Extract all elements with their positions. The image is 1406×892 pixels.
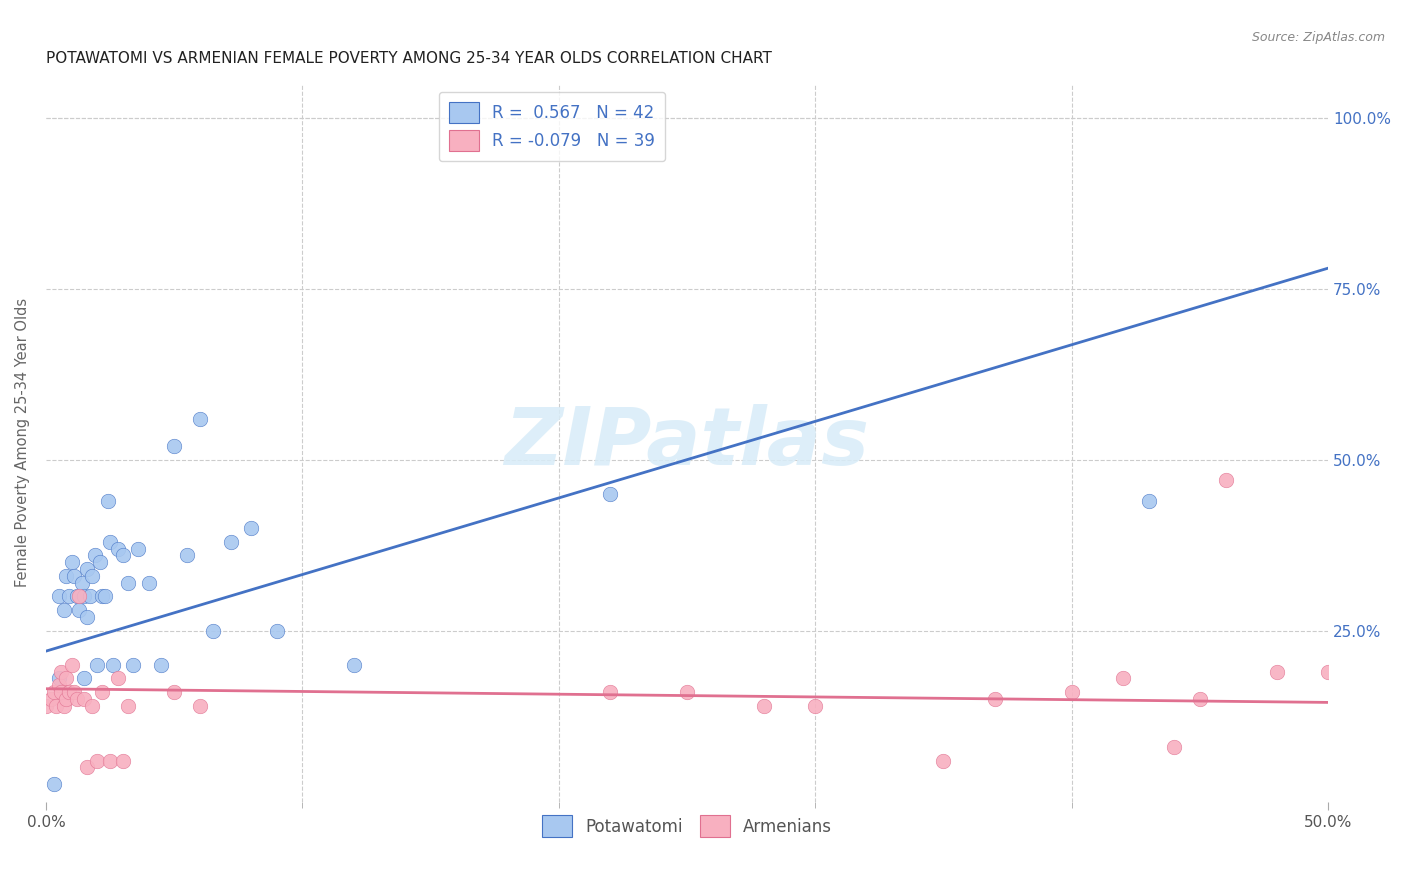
Point (67, 603, 90, 617)
Point (52, 698, 75, 713)
Point (163, 439, 186, 453)
Point (76, 610, 98, 624)
Point (101, 657, 124, 672)
Point (60, 657, 83, 672)
Point (67, 590, 90, 604)
Point (51, 665, 73, 679)
Point (48, 672, 70, 686)
Point (91, 685, 114, 699)
Point (932, 754, 955, 768)
Point (676, 685, 699, 699)
Point (48, 678, 70, 692)
Point (1137, 493, 1160, 508)
Text: POTAWATOMI VS ARMENIAN FEMALE POVERTY AMONG 25-34 YEAR OLDS CORRELATION CHART: POTAWATOMI VS ARMENIAN FEMALE POVERTY AM… (46, 51, 772, 66)
Point (1188, 692, 1211, 706)
Point (58, 685, 80, 699)
Point (42, 685, 65, 699)
Text: ZIPatlas: ZIPatlas (505, 403, 869, 482)
Point (138, 575, 160, 590)
Point (45, 698, 67, 713)
Point (70, 575, 93, 590)
Point (150, 657, 173, 672)
Point (98, 754, 121, 768)
Point (86, 754, 108, 768)
Point (55, 692, 77, 706)
Point (94, 590, 117, 604)
Point (76, 562, 98, 576)
Point (111, 754, 134, 768)
Point (52, 603, 75, 617)
Point (117, 698, 139, 713)
Point (63, 569, 86, 583)
Point (201, 624, 224, 638)
Point (89, 555, 111, 569)
Point (107, 672, 129, 686)
Point (63, 685, 86, 699)
Point (35, 698, 58, 713)
Point (39, 692, 62, 706)
Point (1112, 672, 1135, 686)
Point (599, 487, 621, 501)
Point (343, 657, 366, 672)
Point (163, 685, 186, 699)
Point (240, 521, 263, 535)
Point (107, 541, 129, 556)
Point (79, 590, 101, 604)
Point (96, 493, 118, 508)
Y-axis label: Female Poverty Among 25-34 Year Olds: Female Poverty Among 25-34 Year Olds (15, 298, 30, 587)
Point (82, 698, 104, 713)
Point (117, 575, 139, 590)
Point (111, 549, 134, 563)
Point (42, 777, 65, 791)
Point (73, 672, 96, 686)
Point (1265, 665, 1288, 679)
Point (55, 569, 77, 583)
Point (176, 549, 198, 563)
Text: Source: ZipAtlas.com: Source: ZipAtlas.com (1251, 31, 1385, 45)
Point (82, 569, 104, 583)
Point (127, 541, 149, 556)
Point (1060, 685, 1083, 699)
Point (1215, 473, 1237, 487)
Point (66, 692, 89, 706)
Point (60, 555, 83, 569)
Point (599, 685, 621, 699)
Point (804, 698, 827, 713)
Legend: Potawatomi, Armenians: Potawatomi, Armenians (536, 809, 838, 844)
Point (66, 590, 89, 604)
Point (1317, 665, 1340, 679)
Point (188, 698, 211, 713)
Point (984, 692, 1007, 706)
Point (73, 692, 96, 706)
Point (98, 534, 121, 549)
Point (86, 657, 108, 672)
Point (76, 760, 98, 774)
Point (55, 672, 77, 686)
Point (266, 624, 288, 638)
Point (188, 411, 211, 425)
Point (91, 590, 114, 604)
Point (58, 590, 80, 604)
Point (73, 590, 96, 604)
Point (48, 590, 70, 604)
Point (219, 534, 242, 549)
Point (1163, 739, 1185, 754)
Point (752, 698, 775, 713)
Point (51, 685, 73, 699)
Point (122, 657, 145, 672)
Point (83, 549, 105, 563)
